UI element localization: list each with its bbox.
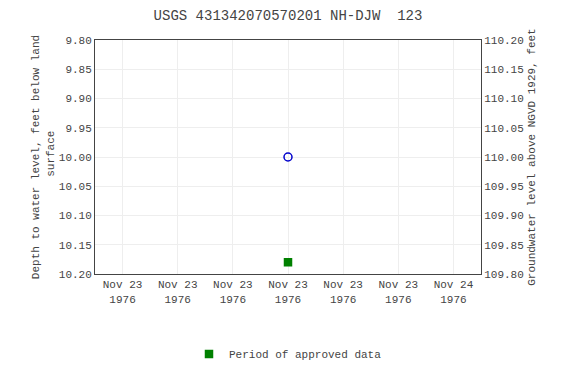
- svg-text:109.85: 109.85: [484, 240, 524, 252]
- svg-text:10.15: 10.15: [59, 240, 92, 252]
- svg-text:9.85: 9.85: [65, 64, 91, 76]
- svg-text:10.05: 10.05: [59, 181, 92, 193]
- svg-text:Nov 231976: Nov 231976: [103, 279, 143, 305]
- svg-text:9.90: 9.90: [65, 93, 91, 105]
- svg-text:10.20: 10.20: [59, 269, 92, 281]
- svg-text:Nov 231976: Nov 231976: [268, 279, 308, 305]
- svg-text:10.00: 10.00: [59, 152, 92, 164]
- svg-text:Nov 231976: Nov 231976: [323, 279, 363, 305]
- svg-text:110.05: 110.05: [484, 123, 524, 135]
- svg-text:USGS 431342070570201 NH-DJW 1: USGS 431342070570201 NH-DJW 123: [154, 8, 423, 24]
- svg-text:109.80: 109.80: [484, 269, 524, 281]
- svg-text:Depth to water level, feet bel: Depth to water level, feet below land su…: [30, 35, 56, 279]
- svg-text:110.00: 110.00: [484, 152, 524, 164]
- svg-text:110.20: 110.20: [484, 35, 524, 47]
- svg-text:Nov 231976: Nov 231976: [213, 279, 253, 305]
- svg-text:Nov 231976: Nov 231976: [158, 279, 198, 305]
- svg-text:Groundwater level above NGVD 1: Groundwater level above NGVD 1929, feet: [526, 28, 538, 285]
- svg-text:110.15: 110.15: [484, 64, 524, 76]
- svg-text:Nov 241976: Nov 241976: [434, 279, 474, 305]
- svg-text:9.95: 9.95: [65, 123, 91, 135]
- svg-text:Nov 231976: Nov 231976: [378, 279, 418, 305]
- svg-text:9.80: 9.80: [65, 35, 91, 47]
- svg-text:109.95: 109.95: [484, 181, 524, 193]
- svg-text:10.10: 10.10: [59, 210, 92, 222]
- svg-text:109.90: 109.90: [484, 210, 524, 222]
- svg-text:Period of approved data: Period of approved data: [229, 349, 381, 361]
- svg-text:110.10: 110.10: [484, 93, 524, 105]
